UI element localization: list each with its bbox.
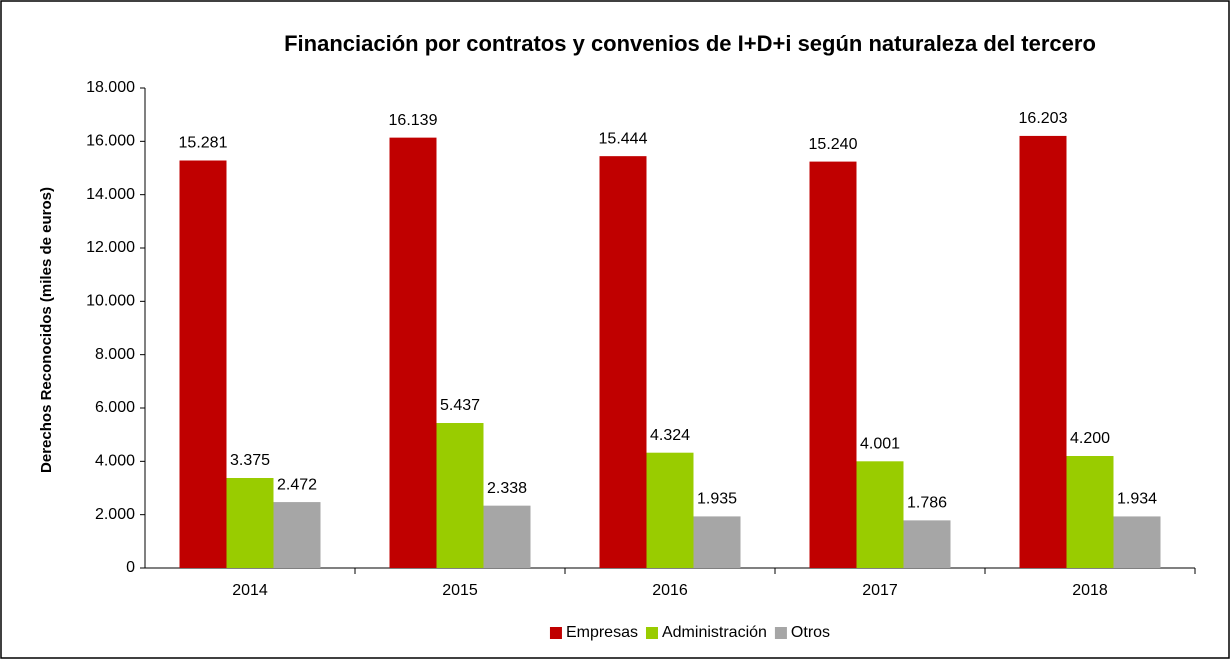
bar (646, 452, 694, 568)
y-axis-label: Derechos Reconocidos (miles de euros) (38, 187, 55, 473)
bar (1066, 456, 1114, 568)
bar (903, 520, 951, 568)
data-label: 4.001 (860, 436, 900, 453)
y-tick-label: 8.000 (95, 346, 135, 363)
y-tick-label: 18.000 (86, 79, 135, 96)
y-tick-label: 16.000 (86, 133, 135, 150)
data-label: 16.139 (389, 112, 438, 129)
y-tick-label: 0 (126, 559, 135, 576)
data-label: 4.324 (650, 427, 690, 444)
legend-swatch (774, 627, 787, 639)
x-tick-label: 2015 (442, 582, 478, 599)
data-label: 2.472 (277, 476, 317, 493)
x-tick-label: 2014 (232, 582, 268, 599)
data-label: 4.200 (1070, 430, 1110, 447)
legend-label: Empresas (566, 624, 638, 641)
bar (483, 505, 531, 568)
chart-title: Financiación por contratos y convenios d… (284, 31, 1096, 56)
legend-swatch (549, 627, 562, 639)
data-label: 1.786 (907, 495, 947, 512)
bar (179, 160, 227, 569)
y-tick-label: 14.000 (86, 186, 135, 203)
data-label: 5.437 (440, 397, 480, 414)
bar (436, 423, 484, 568)
legend-label: Otros (791, 624, 830, 641)
bar (693, 516, 741, 568)
data-label: 15.240 (809, 136, 858, 153)
bar (856, 461, 904, 568)
x-tick-label: 2018 (1072, 582, 1108, 599)
y-tick-label: 10.000 (86, 293, 135, 310)
y-tick-label: 12.000 (86, 239, 135, 256)
bar (273, 502, 321, 568)
data-label: 15.444 (599, 130, 648, 147)
data-label: 16.203 (1019, 110, 1068, 127)
y-tick-label: 2.000 (95, 506, 135, 523)
data-label: 1.934 (1117, 491, 1157, 508)
legend-swatch (645, 627, 658, 639)
x-tick-label: 2017 (862, 582, 898, 599)
data-label: 2.338 (487, 480, 527, 497)
data-label: 3.375 (230, 452, 270, 469)
data-label: 1.935 (697, 491, 737, 508)
bar (599, 156, 647, 568)
data-label: 15.281 (179, 135, 228, 152)
bar (389, 137, 437, 569)
bar (226, 478, 274, 568)
bar (1019, 135, 1067, 569)
y-tick-label: 4.000 (95, 453, 135, 470)
y-tick-label: 6.000 (95, 399, 135, 416)
bar (1113, 516, 1161, 568)
legend-label: Administración (662, 624, 767, 641)
x-tick-label: 2016 (652, 582, 688, 599)
bar (809, 161, 857, 568)
